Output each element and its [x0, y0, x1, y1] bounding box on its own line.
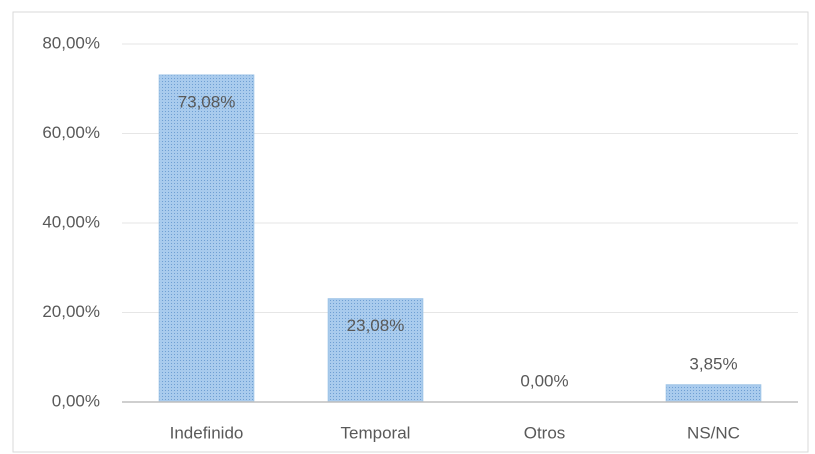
bar: [327, 298, 424, 403]
x-tick-label: Temporal: [341, 423, 411, 442]
data-label: 23,08%: [347, 316, 405, 335]
x-tick-label: Otros: [524, 423, 566, 442]
bar: [158, 74, 255, 403]
y-tick-label: 20,00%: [42, 302, 100, 321]
y-tick-label: 80,00%: [42, 33, 100, 52]
data-label: 73,08%: [178, 92, 236, 111]
data-label: 3,85%: [689, 354, 737, 373]
data-label: 0,00%: [520, 371, 568, 390]
bar: [665, 384, 762, 403]
chart-frame: [12, 11, 809, 453]
y-tick-label: 0,00%: [52, 391, 100, 410]
x-tick-label: NS/NC: [687, 423, 740, 442]
y-tick-label: 40,00%: [42, 212, 100, 231]
y-tick-label: 60,00%: [42, 123, 100, 142]
x-tick-label: Indefinido: [170, 423, 244, 442]
